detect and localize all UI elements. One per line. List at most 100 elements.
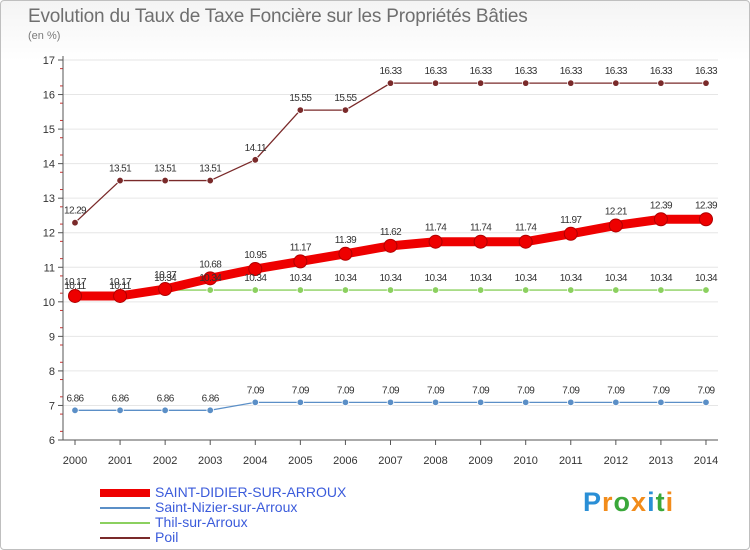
data-label: 11.74 — [425, 223, 447, 234]
data-label: 7.09 — [427, 385, 445, 396]
data-point — [383, 238, 398, 253]
data-label: 7.09 — [562, 385, 580, 396]
data-point — [251, 398, 259, 407]
data-point — [341, 398, 350, 407]
data-label: 7.09 — [652, 385, 670, 396]
data-point — [341, 286, 350, 294]
data-point — [386, 79, 395, 87]
data-label: 15.55 — [289, 93, 312, 104]
data-point — [567, 398, 575, 407]
data-label: 16.33 — [560, 66, 583, 77]
data-label: 10.68 — [199, 259, 222, 270]
data-point — [251, 156, 259, 164]
data-point — [161, 406, 169, 414]
data-point — [612, 286, 620, 294]
data-label: 13.51 — [109, 164, 132, 175]
data-point — [522, 79, 530, 87]
x-tick-label: 2013 — [649, 455, 673, 467]
x-tick-label: 2009 — [468, 455, 492, 467]
data-label: 10.34 — [695, 273, 718, 284]
chart-title: Evolution du Taux de Taxe Foncière sur l… — [28, 6, 528, 27]
x-tick-label: 2012 — [604, 455, 628, 467]
proxiti-logo: Proxiti — [583, 487, 675, 517]
data-label: 10.34 — [515, 273, 538, 284]
data-point — [608, 218, 623, 233]
series-line — [74, 82, 707, 224]
data-label: 12.39 — [695, 200, 718, 211]
data-label: 11.74 — [470, 223, 492, 234]
data-label: 16.33 — [379, 66, 402, 77]
data-point — [68, 288, 82, 303]
data-label: 7.09 — [382, 385, 400, 396]
x-tick-label: 2010 — [513, 455, 537, 467]
data-label: 14.11 — [245, 143, 267, 154]
legend-label-thil: Thil-sur-Arroux — [155, 514, 248, 530]
y-tick-label: 8 — [49, 366, 55, 378]
x-tick-label: 2005 — [288, 455, 312, 467]
data-point — [116, 176, 124, 185]
data-point — [71, 219, 79, 227]
data-point — [431, 286, 440, 294]
y-tick-label: 9 — [49, 331, 55, 343]
data-label: 7.09 — [472, 385, 490, 396]
data-label: 10.11 — [109, 281, 131, 292]
data-point — [653, 212, 668, 227]
data-point — [203, 271, 218, 286]
data-point — [473, 234, 488, 249]
data-label: 10.34 — [470, 273, 493, 284]
data-label: 13.51 — [199, 164, 222, 175]
x-tick-label: 2014 — [694, 455, 718, 467]
data-point — [158, 282, 173, 297]
data-label: 12.21 — [605, 206, 628, 217]
data-label: 10.34 — [650, 273, 673, 284]
y-tick-label: 7 — [49, 400, 55, 412]
data-point — [116, 406, 124, 414]
data-point — [206, 286, 214, 294]
data-point — [563, 226, 578, 241]
data-label: 7.09 — [292, 385, 310, 396]
legend-label-saint-nizier: Saint-Nizier-sur-Arroux — [155, 499, 298, 515]
data-point — [386, 398, 395, 407]
data-point — [428, 234, 443, 249]
data-point — [296, 286, 305, 294]
data-label: 10.34 — [425, 273, 448, 284]
data-point — [567, 79, 575, 87]
data-point — [341, 106, 350, 114]
data-label: 10.95 — [244, 250, 267, 261]
data-point — [386, 286, 395, 294]
x-tick-label: 2011 — [559, 455, 583, 467]
data-point — [522, 398, 530, 407]
data-label: 6.86 — [157, 393, 175, 404]
data-label: 6.86 — [202, 393, 220, 404]
y-tick-label: 13 — [43, 193, 55, 205]
y-axis-unit: (en %) — [28, 30, 61, 42]
data-point — [206, 406, 214, 414]
data-point — [476, 286, 485, 294]
data-label: 10.34 — [154, 273, 177, 284]
y-tick-label: 15 — [43, 124, 55, 136]
x-tick-label: 2006 — [333, 455, 357, 467]
legend-label-poil: Poil — [155, 529, 179, 545]
data-point — [657, 398, 665, 407]
data-label: 12.39 — [650, 200, 673, 211]
data-label: 16.33 — [650, 66, 673, 77]
x-tick-label: 2002 — [153, 455, 177, 467]
x-tick-label: 2007 — [378, 455, 402, 467]
legend-swatch-thil — [100, 522, 150, 524]
y-tick-label: 10 — [43, 297, 55, 309]
y-tick-label: 11 — [44, 262, 55, 274]
data-point — [296, 106, 305, 114]
data-point — [431, 79, 440, 87]
data-point — [251, 286, 259, 294]
data-point — [522, 286, 530, 294]
legend-swatch-saint-didier — [100, 489, 150, 497]
x-tick-label: 2008 — [423, 455, 447, 467]
data-label: 10.37 — [154, 270, 177, 281]
data-point — [702, 286, 710, 294]
data-point — [476, 79, 485, 87]
data-label: 7.09 — [247, 385, 265, 396]
data-label: 6.86 — [112, 393, 130, 404]
data-label: 10.34 — [289, 273, 312, 284]
data-point — [702, 398, 710, 407]
